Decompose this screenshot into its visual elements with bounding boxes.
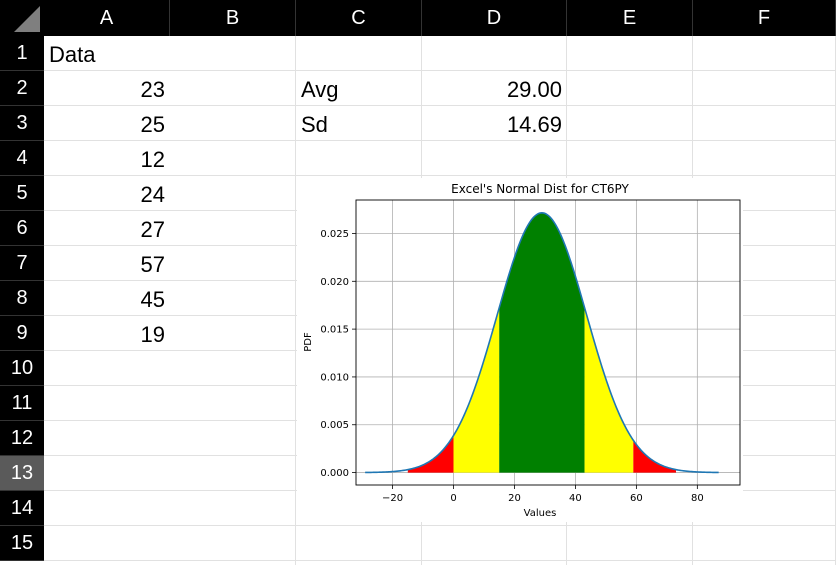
x-tick-label: 0	[450, 493, 456, 504]
plot-frame	[355, 199, 741, 486]
row-header-8[interactable]: 8	[0, 281, 44, 316]
cell-a9[interactable]: 19	[140, 322, 165, 347]
column-header-a[interactable]: A	[44, 0, 170, 36]
cell-a6[interactable]: 27	[140, 217, 165, 242]
cell-c2[interactable]: Avg	[301, 77, 339, 102]
cell-a1[interactable]: Data	[49, 42, 96, 67]
row-header-14[interactable]: 14	[0, 491, 44, 526]
row-header-7[interactable]: 7	[0, 246, 44, 281]
row-header-10[interactable]: 10	[0, 351, 44, 386]
column-header-c[interactable]: C	[296, 0, 422, 36]
row-header-5[interactable]: 5	[0, 176, 44, 211]
row-header-2[interactable]: 2	[0, 71, 44, 106]
gridline-horizontal	[44, 525, 836, 526]
cell-a7[interactable]: 57	[140, 252, 165, 277]
x-tick-label: −20	[382, 493, 403, 504]
chart-title: Excel's Normal Dist for CT6PY	[451, 182, 629, 196]
cell-c3[interactable]: Sd	[301, 112, 328, 137]
y-tick-label: 0.015	[320, 325, 349, 336]
y-tick-label: 0.020	[320, 277, 349, 288]
row-header-12[interactable]: 12	[0, 421, 44, 456]
chart-svg: Excel's Normal Dist for CT6PY −20 0 20 40 60…	[303, 182, 741, 519]
y-tick-label: 0.025	[320, 229, 349, 240]
column-header-d[interactable]: D	[422, 0, 567, 36]
row-header-13[interactable]: 13	[0, 456, 44, 491]
cell-a5[interactable]: 24	[140, 182, 165, 207]
row-header-15[interactable]: 15	[0, 526, 44, 561]
cell-a8[interactable]: 45	[140, 287, 165, 312]
pdf-curve-line	[365, 212, 719, 474]
row-header-9[interactable]: 9	[0, 316, 44, 351]
column-header-f[interactable]: F	[693, 0, 836, 36]
normal-distribution-chart[interactable]: Excel's Normal Dist for CT6PY −20 0 20 40 60…	[297, 178, 743, 522]
row-header-1[interactable]: 1	[0, 36, 44, 71]
x-tick-label: 40	[569, 493, 582, 504]
y-tick-label: 0.005	[320, 420, 349, 431]
x-axis-label: Values	[524, 508, 557, 519]
gridline-horizontal	[44, 175, 836, 176]
row-header-3[interactable]: 3	[0, 106, 44, 141]
gridline-horizontal	[44, 105, 836, 106]
select-all-triangle-icon	[14, 6, 40, 32]
row-header-11[interactable]: 11	[0, 386, 44, 421]
shaded-region-1	[407, 435, 454, 473]
row-header-4[interactable]: 4	[0, 141, 44, 176]
cell-a2[interactable]: 23	[140, 77, 165, 102]
y-axis-label: PDF	[303, 332, 314, 352]
column-header-e[interactable]: E	[567, 0, 693, 36]
column-header-b[interactable]: B	[170, 0, 296, 36]
gridline-horizontal	[44, 70, 836, 71]
gridline-horizontal	[44, 560, 836, 561]
y-tick-label: 0.000	[320, 468, 349, 479]
cell-a4[interactable]: 12	[140, 147, 165, 172]
cell-d2[interactable]: 29.00	[506, 77, 562, 102]
x-tick-label: 20	[508, 493, 521, 504]
shaded-region-3	[499, 212, 585, 473]
row-header-6[interactable]: 6	[0, 211, 44, 246]
gridline-horizontal	[44, 140, 836, 141]
cell-a3[interactable]: 25	[140, 112, 165, 137]
shaded-region-5	[633, 440, 676, 473]
select-all-corner[interactable]	[0, 0, 44, 36]
cell-d3[interactable]: 14.69	[506, 112, 562, 137]
x-tick-label: 80	[691, 493, 704, 504]
x-tick-label: 60	[630, 493, 643, 504]
gridline-vertical	[295, 36, 296, 565]
y-tick-label: 0.010	[320, 372, 349, 383]
